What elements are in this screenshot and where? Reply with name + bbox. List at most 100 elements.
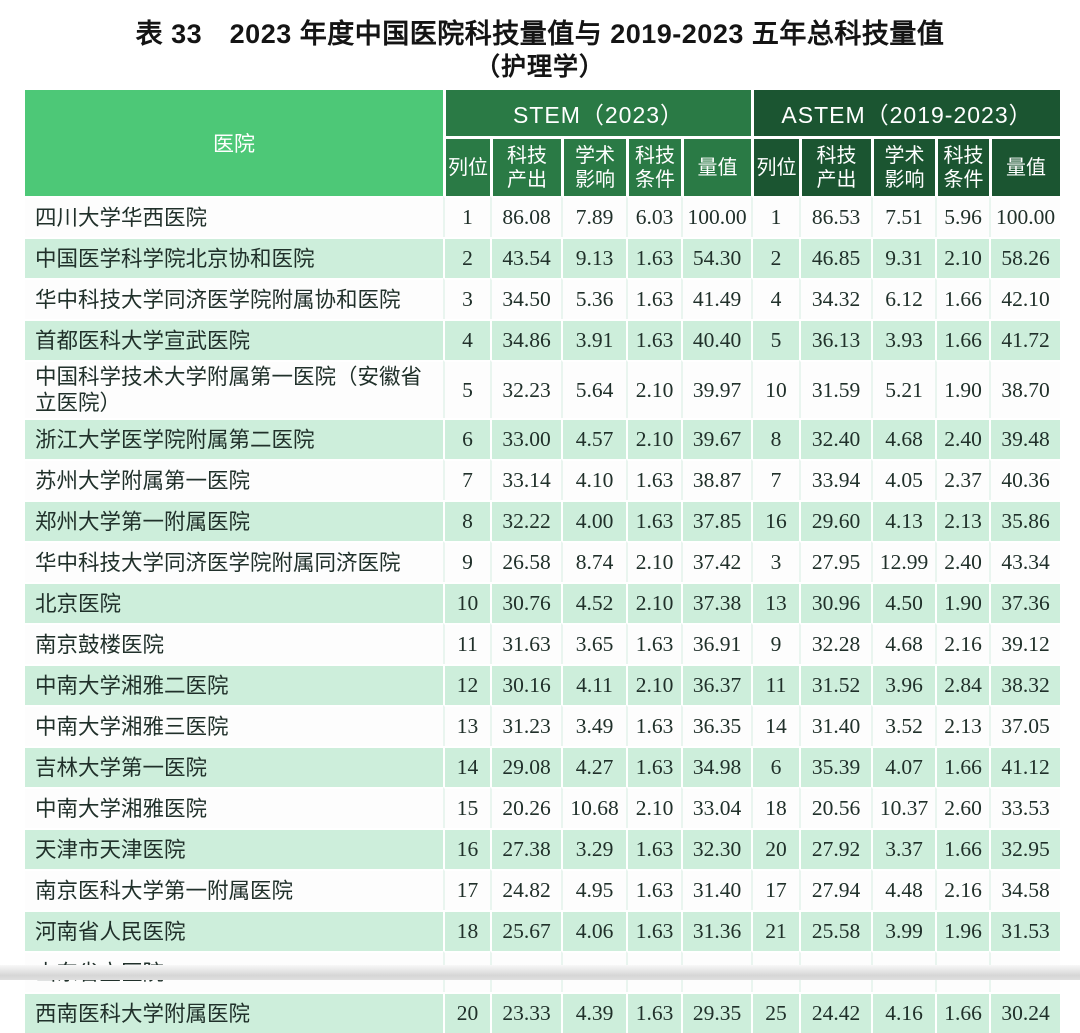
astem-value-cell: 38.32 — [989, 664, 1061, 705]
table-row: 中南大学湘雅二医院 12 30.16 4.11 2.10 36.37 11 31.52 3.96… — [25, 664, 1061, 705]
astem-academic-impact-cell: 3.93 — [871, 319, 935, 360]
table-row: 苏州大学附属第一医院 7 33.14 4.10 1.63 38.87 7 33.94 4.05 2… — [25, 459, 1061, 500]
stem-academic-impact-cell: 4.52 — [561, 582, 626, 623]
hospital-name-cell: 中南大学湘雅医院 — [25, 787, 443, 828]
astem-rank-cell: 4 — [751, 278, 799, 319]
astem-tech-condition-cell: 2.10 — [935, 237, 989, 278]
astem-tech-output-cell: 31.40 — [799, 705, 871, 746]
astem-tech-condition-cell: 1.66 — [935, 278, 989, 319]
astem-value-cell: 39.12 — [989, 623, 1061, 664]
hospital-name-cell: 天津市天津医院 — [25, 828, 443, 869]
stem-rank-cell: 13 — [443, 705, 490, 746]
astem-value-cell: 38.70 — [989, 360, 1061, 418]
astem-rank-cell: 11 — [751, 664, 799, 705]
hospital-name-cell: 中南大学湘雅二医院 — [25, 664, 443, 705]
stem-rank-cell: 7 — [443, 459, 490, 500]
hospital-name-cell: 南京鼓楼医院 — [25, 623, 443, 664]
stem-academic-impact-cell: 7.89 — [561, 196, 626, 237]
stem-rank-cell: 5 — [443, 360, 490, 418]
hospital-name-cell: 浙江大学医学院附属第二医院 — [25, 418, 443, 459]
stem-tech-condition-cell: 1.63 — [626, 237, 681, 278]
stem-value-cell: 38.87 — [681, 459, 751, 500]
astem-tech-condition-cell: 2.13 — [935, 705, 989, 746]
astem-tech-output-cell: 24.42 — [799, 992, 871, 1033]
astem-condition-header: 科技 条件 — [935, 136, 989, 196]
astem-tech-output-cell: 33.94 — [799, 459, 871, 500]
hospital-name-cell: 郑州大学第一附属医院 — [25, 500, 443, 541]
stem-tech-output-cell: 27.38 — [490, 828, 561, 869]
astem-tech-condition-cell: 1.90 — [935, 582, 989, 623]
stem-academic-impact-cell: 5.64 — [561, 360, 626, 418]
astem-tech-output-cell: 36.13 — [799, 319, 871, 360]
astem-rank-cell: 20 — [751, 828, 799, 869]
stem-academic-impact-cell: 4.95 — [561, 869, 626, 910]
astem-rank-cell: 21 — [751, 910, 799, 951]
stem-value-cell: 100.00 — [681, 196, 751, 237]
stem-academic-impact-cell: 9.13 — [561, 237, 626, 278]
astem-value-cell: 39.48 — [989, 418, 1061, 459]
stem-impact-header: 学术 影响 — [561, 136, 626, 196]
astem-academic-impact-cell: 4.48 — [871, 869, 935, 910]
astem-rank-cell: 3 — [751, 541, 799, 582]
astem-rank-cell: 18 — [751, 787, 799, 828]
astem-value-cell: 37.05 — [989, 705, 1061, 746]
astem-value-cell: 100.00 — [989, 196, 1061, 237]
astem-tech-condition-cell: 5.96 — [935, 196, 989, 237]
table-title: 表 33 2023 年度中国医院科技量值与 2019-2023 五年总科技量值 … — [0, 0, 1080, 83]
astem-value-cell: 34.58 — [989, 869, 1061, 910]
astem-rank-cell: 1 — [751, 196, 799, 237]
stem-value-cell: 54.30 — [681, 237, 751, 278]
stem-tech-condition-cell: 1.63 — [626, 623, 681, 664]
stem-value-cell: 34.98 — [681, 746, 751, 787]
header-sub-row: 列位 科技 产出 学术 影响 科技 条件 量值 列位 科技 产出 学术 影响 科… — [25, 136, 1061, 196]
stem-rank-header: 列位 — [443, 136, 490, 196]
stem-value-cell: 39.67 — [681, 418, 751, 459]
astem-rank-cell: 7 — [751, 459, 799, 500]
stem-rank-cell: 16 — [443, 828, 490, 869]
stem-tech-condition-cell: 2.10 — [626, 787, 681, 828]
astem-tech-output-cell: 27.94 — [799, 869, 871, 910]
stem-value-cell: 36.37 — [681, 664, 751, 705]
astem-value-cell: 43.34 — [989, 541, 1061, 582]
hospital-name-cell: 吉林大学第一医院 — [25, 746, 443, 787]
astem-value-cell: 41.72 — [989, 319, 1061, 360]
stem-rank-cell: 12 — [443, 664, 490, 705]
astem-tech-output-cell: 31.52 — [799, 664, 871, 705]
stem-value-cell: 41.49 — [681, 278, 751, 319]
stem-value-cell: 36.91 — [681, 623, 751, 664]
astem-value-cell: 37.36 — [989, 582, 1061, 623]
astem-rank-cell: 10 — [751, 360, 799, 418]
hospital-column-header: 医院 — [25, 90, 443, 196]
stem-rank-cell: 11 — [443, 623, 490, 664]
stem-value-cell: 37.85 — [681, 500, 751, 541]
astem-tech-condition-cell: 1.66 — [935, 319, 989, 360]
astem-academic-impact-cell: 4.68 — [871, 623, 935, 664]
stem-value-cell: 37.42 — [681, 541, 751, 582]
astem-rank-cell: 5 — [751, 319, 799, 360]
table-row: 郑州大学第一附属医院 8 32.22 4.00 1.63 37.85 16 29.60 4.13… — [25, 500, 1061, 541]
hospital-name-cell: 四川大学华西医院 — [25, 196, 443, 237]
astem-academic-impact-cell: 4.05 — [871, 459, 935, 500]
stem-rank-cell: 14 — [443, 746, 490, 787]
stem-tech-output-cell: 31.63 — [490, 623, 561, 664]
stem-academic-impact-cell: 4.39 — [561, 992, 626, 1033]
stem-tech-condition-cell: 2.10 — [626, 360, 681, 418]
stem-rank-cell: 10 — [443, 582, 490, 623]
astem-rank-cell: 13 — [751, 582, 799, 623]
stem-tech-output-cell: 26.58 — [490, 541, 561, 582]
hospital-name-cell: 中国科学技术大学附属第一医院（安徽省立医院） — [25, 360, 443, 418]
astem-rank-cell: 14 — [751, 705, 799, 746]
astem-academic-impact-cell: 9.31 — [871, 237, 935, 278]
astem-tech-condition-cell: 2.40 — [935, 418, 989, 459]
stem-academic-impact-cell: 4.11 — [561, 664, 626, 705]
astem-academic-impact-cell: 3.99 — [871, 910, 935, 951]
astem-academic-impact-cell: 5.21 — [871, 360, 935, 418]
stem-rank-cell: 1 — [443, 196, 490, 237]
astem-value-cell: 32.95 — [989, 828, 1061, 869]
stem-group-header: STEM（2023） — [443, 90, 751, 136]
stem-academic-impact-cell: 3.65 — [561, 623, 626, 664]
stem-rank-cell: 4 — [443, 319, 490, 360]
astem-tech-output-cell: 35.39 — [799, 746, 871, 787]
stem-value-cell: 32.30 — [681, 828, 751, 869]
stem-tech-output-cell: 33.00 — [490, 418, 561, 459]
